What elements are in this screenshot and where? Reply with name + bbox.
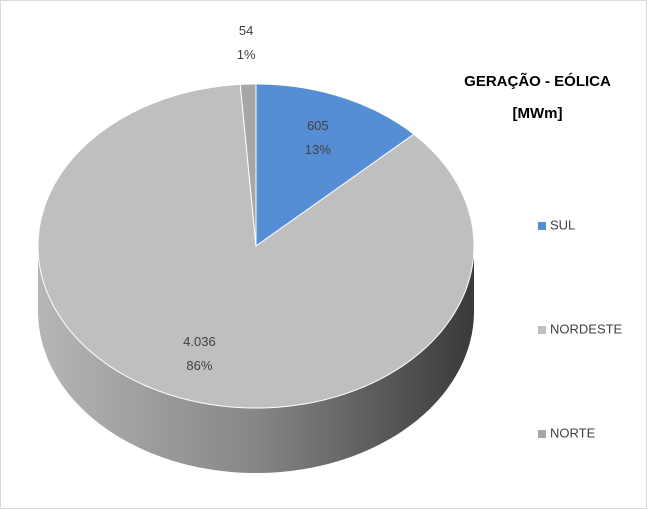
legend-label: NORDESTE (550, 321, 623, 336)
value-label: 54 (239, 23, 253, 38)
legend-swatch (538, 326, 546, 334)
legend-label: NORTE (550, 425, 596, 440)
value-label: 4.036 (183, 334, 216, 349)
percent-label: 1% (237, 47, 256, 62)
slice (255, 83, 415, 247)
slice (37, 83, 475, 409)
value-label: 605 (307, 118, 329, 133)
legend-swatch (538, 430, 546, 438)
chart-title: GERAÇÃO - EÓLICA [MWm] (464, 73, 611, 122)
slice (239, 83, 257, 247)
slice-side-shade (38, 246, 474, 473)
legend-swatch (538, 222, 546, 230)
percent-label: 13% (305, 142, 331, 157)
percent-label: 86% (186, 358, 212, 373)
legend-label: SUL (550, 217, 575, 232)
